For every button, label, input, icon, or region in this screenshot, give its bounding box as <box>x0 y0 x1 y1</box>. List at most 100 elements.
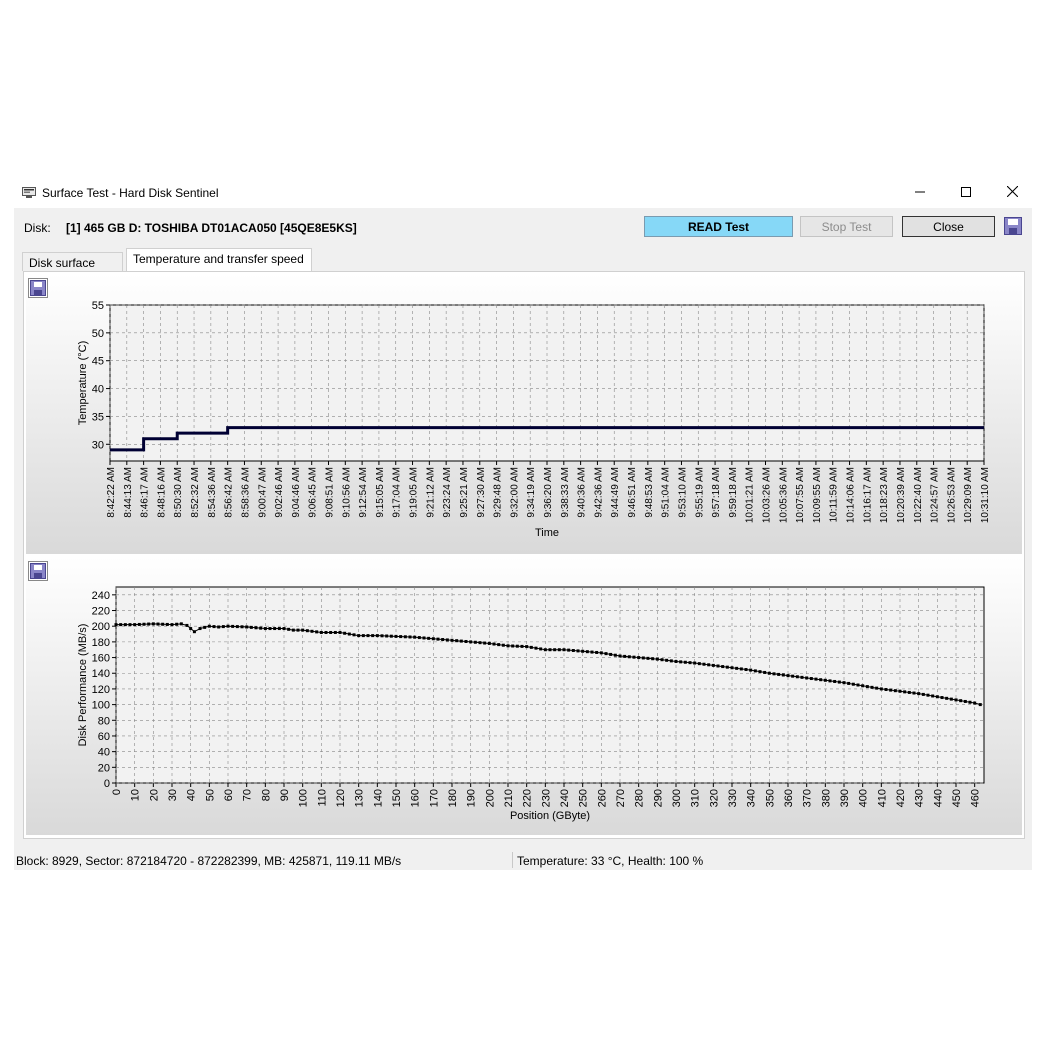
data-point <box>408 635 412 639</box>
data-point <box>875 686 879 690</box>
x-tick-label: 190 <box>466 789 478 807</box>
data-point <box>809 677 813 681</box>
data-point <box>725 665 729 669</box>
data-point <box>123 623 127 627</box>
close-window-button[interactable] <box>989 178 1035 208</box>
x-tick-label: 80 <box>260 789 272 801</box>
x-tick-label: 9:46:51 AM <box>627 467 638 518</box>
x-tick-label: 8:44:13 AM <box>123 467 134 518</box>
data-point <box>735 666 739 670</box>
read-test-button[interactable]: READ Test <box>644 216 793 237</box>
data-point <box>721 665 725 669</box>
minimize-button[interactable] <box>897 178 943 208</box>
save-chart-icon[interactable] <box>28 561 48 584</box>
close-button[interactable]: Close <box>902 216 995 237</box>
x-tick-label: 10:14:06 AM <box>846 467 857 523</box>
window-title: Surface Test - Hard Disk Sentinel <box>42 186 219 200</box>
data-point <box>114 623 118 627</box>
data-point <box>693 661 697 665</box>
data-point <box>315 630 319 634</box>
data-point <box>557 648 561 652</box>
performance-chart: 0 10 20 30 40 50 60 70 80 90 100 110 120 130 140 150 160… <box>77 586 985 822</box>
data-point <box>221 625 225 629</box>
x-tick-label: 8:48:16 AM <box>156 467 167 518</box>
x-tick-label: 270 <box>615 789 627 807</box>
data-point <box>539 647 543 651</box>
data-point <box>744 668 748 672</box>
y-tick-label: 55 <box>92 300 104 312</box>
data-point <box>623 654 627 658</box>
data-point <box>478 641 482 645</box>
x-tick-label: 10:09:55 AM <box>812 467 823 523</box>
data-point <box>973 701 977 705</box>
data-point <box>879 687 883 691</box>
data-point <box>506 644 510 648</box>
y-tick-label: 240 <box>92 590 110 602</box>
data-point <box>231 624 235 628</box>
x-tick-label: 9:42:36 AM <box>593 467 604 518</box>
data-point <box>800 675 804 679</box>
x-tick-label: 380 <box>820 789 832 807</box>
performance-chart-panel: 0 10 20 30 40 50 60 70 80 90 100 110 120 130 140 150 160… <box>26 557 1022 835</box>
y-tick-label: 140 <box>92 668 110 680</box>
maximize-button[interactable] <box>943 178 989 208</box>
data-point <box>777 672 781 676</box>
x-tick-label: 250 <box>578 789 590 807</box>
y-tick-label: 220 <box>92 606 110 618</box>
plot-area <box>115 586 985 784</box>
x-tick-label: 9:25:21 AM <box>459 467 470 518</box>
x-tick-label: 8:54:36 AM <box>207 467 218 518</box>
save-icon[interactable] <box>1004 217 1022 238</box>
data-point <box>571 649 575 653</box>
tab-temperature-and-transfer-speed[interactable]: Temperature and transfer speed <box>126 248 312 272</box>
data-point <box>263 627 267 631</box>
x-tick-label: 9:00:47 AM <box>257 467 268 518</box>
data-point <box>417 636 421 640</box>
data-point <box>399 635 403 639</box>
data-point <box>959 699 963 703</box>
y-tick-label: 35 <box>92 411 104 423</box>
data-point <box>548 648 552 652</box>
data-point <box>889 688 893 692</box>
x-tick-label: 20 <box>148 789 160 801</box>
x-tick-label: 9:48:53 AM <box>644 467 655 518</box>
x-tick-label: 8:50:30 AM <box>173 467 184 518</box>
stop-test-button[interactable]: Stop Test <box>800 216 893 237</box>
data-point <box>553 648 557 652</box>
x-tick-label: 10:26:53 AM <box>946 467 957 523</box>
tab-panel: 8:42:22 AM 8:44:13 AM 8:46:17 AM 8:48:16 AM… <box>23 271 1025 839</box>
data-point <box>749 668 753 672</box>
save-chart-icon[interactable] <box>28 278 48 301</box>
tab-disk-surface-map[interactable]: Disk surface map <box>22 252 123 284</box>
data-point <box>464 639 468 643</box>
y-tick-label: 80 <box>98 715 110 727</box>
data-point <box>352 633 356 637</box>
data-point <box>338 630 342 634</box>
data-point <box>203 625 207 629</box>
data-point <box>739 667 743 671</box>
x-tick-label: 9:21:12 AM <box>425 467 436 518</box>
data-point <box>562 648 566 652</box>
x-tick-label: 9:53:10 AM <box>677 467 688 518</box>
data-point <box>161 622 165 626</box>
data-point <box>730 666 734 670</box>
data-point <box>945 696 949 700</box>
y-tick-label: 0 <box>104 778 110 790</box>
x-tick-label: 340 <box>746 789 758 807</box>
y-tick-label: 50 <box>92 328 104 340</box>
x-tick-label: 10:22:40 AM <box>913 467 924 523</box>
data-point <box>249 625 253 629</box>
data-point <box>497 643 501 647</box>
title-bar[interactable]: Surface Test - Hard Disk Sentinel <box>14 178 1032 208</box>
y-tick-label: 120 <box>92 684 110 696</box>
data-point <box>324 630 328 634</box>
x-tick-label: 140 <box>372 789 384 807</box>
y-axis-label: Temperature (°C) <box>77 341 89 425</box>
data-point <box>189 627 193 631</box>
status-bar: Block: 8929, Sector: 872184720 - 8722823… <box>14 850 1032 870</box>
x-tick-label: 400 <box>858 789 870 807</box>
x-tick-label: 10:03:26 AM <box>762 467 773 523</box>
data-point <box>791 674 795 678</box>
data-point <box>296 628 300 632</box>
x-tick-label: 8:46:17 AM <box>140 467 151 518</box>
